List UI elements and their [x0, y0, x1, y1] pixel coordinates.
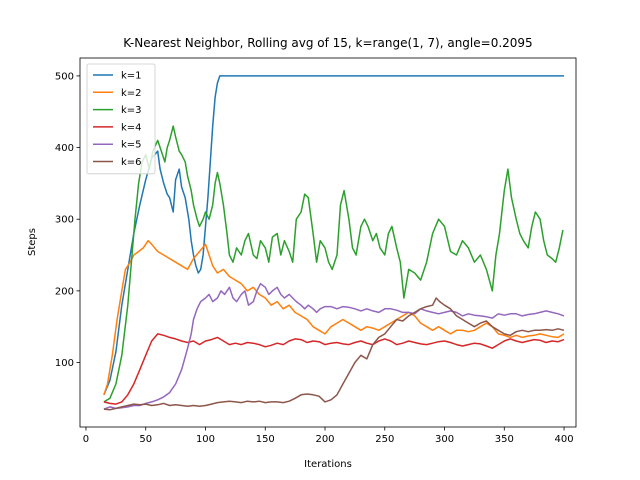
y-axis-label: Steps: [27, 228, 38, 256]
x-tick-label: 0: [83, 434, 89, 445]
chart-title: K-Nearest Neighbor, Rolling avg of 15, k…: [123, 36, 532, 50]
x-tick-label: 350: [495, 434, 514, 445]
series-line-k3: [103, 125, 564, 403]
series-line-k5: [103, 282, 565, 410]
axes-frame: [79, 57, 577, 428]
legend-entry: k=1: [121, 71, 142, 82]
legend-entry: k=6: [121, 157, 142, 168]
y-tick-label: 200: [55, 286, 74, 297]
series-line-k1: [103, 75, 564, 396]
x-tick-label: 50: [139, 434, 152, 445]
y-tick-label: 300: [55, 215, 74, 226]
x-tick-label: 200: [315, 434, 334, 445]
series-line-k2: [103, 239, 565, 396]
x-tick-label: 400: [555, 434, 574, 445]
x-tick-label: 150: [256, 434, 275, 445]
plot-area: [79, 57, 577, 428]
x-axis-label: Iterations: [304, 459, 352, 470]
legend-entry: k=3: [121, 105, 142, 116]
y-axis: 100 200 300 400 500: [55, 71, 80, 369]
legend: k=1 k=2 k=3 k=4 k=5 k=6: [86, 63, 156, 175]
legend-entry: k=5: [121, 140, 142, 151]
y-tick-label: 100: [55, 358, 74, 369]
series-line-k4: [103, 333, 565, 405]
y-tick-label: 500: [55, 71, 74, 82]
legend-entry: k=4: [121, 122, 142, 133]
legend-entry: k=2: [121, 88, 142, 99]
x-axis: 0 50 100 150 200 250 300 350 400: [83, 427, 574, 445]
x-tick-label: 250: [375, 434, 394, 445]
y-tick-label: 400: [55, 143, 74, 154]
x-tick-label: 300: [435, 434, 454, 445]
series-line-k6: [103, 297, 565, 411]
legend-box: [86, 63, 156, 175]
x-tick-label: 100: [196, 434, 215, 445]
